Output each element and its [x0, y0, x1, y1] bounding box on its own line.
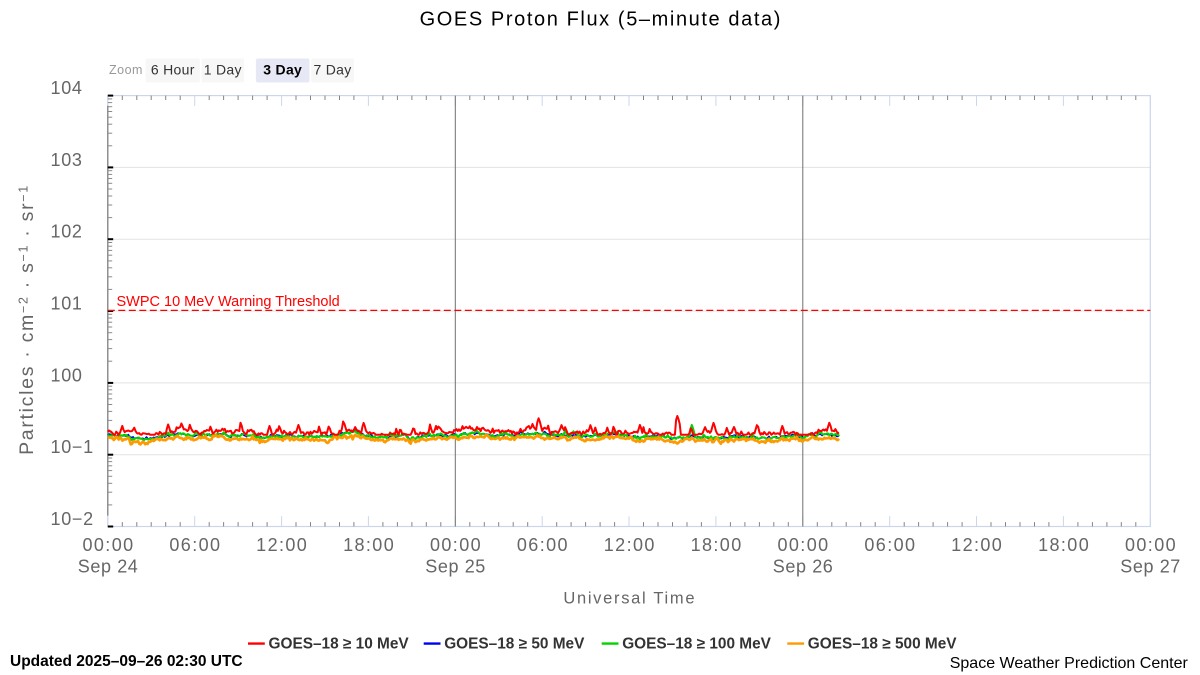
svg-text:00:00: 00:00 [82, 535, 134, 555]
svg-text:101: 101 [51, 293, 83, 313]
svg-text:100: 100 [51, 365, 83, 385]
svg-text:00:00: 00:00 [1125, 535, 1177, 555]
svg-text:12:00: 12:00 [256, 535, 308, 555]
svg-text:12:00: 12:00 [604, 535, 656, 555]
svg-text:GOES–18 ≥ 10 MeV: GOES–18 ≥ 10 MeV [269, 635, 410, 652]
svg-text:Sep 26: Sep 26 [773, 557, 834, 577]
svg-text:3 Day: 3 Day [263, 61, 302, 77]
svg-text:Sep 24: Sep 24 [78, 557, 139, 577]
svg-text:00:00: 00:00 [777, 535, 829, 555]
svg-text:12:00: 12:00 [951, 535, 1003, 555]
svg-text:103: 103 [51, 150, 83, 170]
svg-text:10−1: 10−1 [51, 437, 94, 457]
svg-text:102: 102 [51, 222, 83, 242]
svg-text:Zoom: Zoom [109, 63, 143, 77]
svg-text:GOES–18 ≥ 500 MeV: GOES–18 ≥ 500 MeV [808, 635, 957, 652]
svg-text:GOES Proton Flux (5–minute dat: GOES Proton Flux (5–minute data) [420, 9, 782, 31]
svg-text:GOES–18 ≥ 100 MeV: GOES–18 ≥ 100 MeV [622, 635, 771, 652]
svg-text:10−2: 10−2 [51, 509, 94, 529]
svg-text:Updated 2025–09–26 02:30 UTC: Updated 2025–09–26 02:30 UTC [10, 653, 243, 670]
svg-text:1 Day: 1 Day [204, 61, 242, 77]
svg-text:GOES–18 ≥ 50 MeV: GOES–18 ≥ 50 MeV [444, 635, 585, 652]
svg-text:Sep 27: Sep 27 [1120, 557, 1181, 577]
svg-text:7 Day: 7 Day [313, 61, 351, 77]
svg-text:Sep 25: Sep 25 [425, 557, 486, 577]
svg-text:Universal Time: Universal Time [563, 590, 696, 608]
svg-text:Particles · cm−2 · s−1 · sr−1: Particles · cm−2 · s−1 · sr−1 [16, 184, 38, 455]
svg-text:18:00: 18:00 [691, 535, 743, 555]
svg-text:06:00: 06:00 [864, 535, 916, 555]
svg-text:104: 104 [51, 78, 83, 98]
svg-text:18:00: 18:00 [1038, 535, 1090, 555]
svg-text:06:00: 06:00 [169, 535, 221, 555]
svg-text:18:00: 18:00 [343, 535, 395, 555]
svg-text:6 Hour: 6 Hour [151, 61, 195, 77]
svg-text:06:00: 06:00 [517, 535, 569, 555]
svg-text:Space Weather Prediction Cente: Space Weather Prediction Center [950, 655, 1189, 672]
svg-text:SWPC 10 MeV Warning Threshold: SWPC 10 MeV Warning Threshold [117, 294, 340, 310]
svg-text:00:00: 00:00 [430, 535, 482, 555]
